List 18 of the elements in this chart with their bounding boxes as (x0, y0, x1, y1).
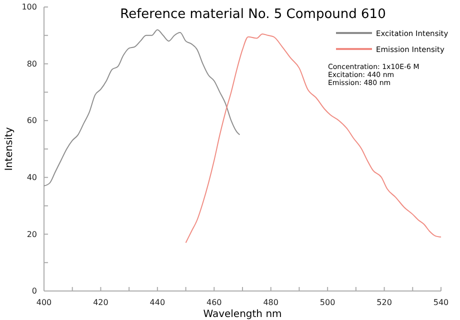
x-tick-label: 500 (320, 298, 336, 308)
y-axis-title: Intensity (4, 127, 15, 171)
y-tick-label: 0 (32, 286, 37, 296)
y-tick-label: 40 (26, 172, 37, 182)
x-axis-title: Wavelength nm (203, 309, 282, 320)
x-tick-label: 440 (150, 298, 166, 308)
x-tick-label: 480 (263, 298, 278, 308)
y-tick-label: 60 (26, 116, 37, 126)
line-series (44, 29, 240, 186)
x-tick-label: 520 (376, 298, 392, 308)
x-tick-label: 420 (93, 298, 108, 308)
y-tick-label: 20 (26, 230, 37, 239)
chart-title: Reference material No. 5 Compound 610 (120, 7, 386, 22)
y-tick-label: 80 (26, 59, 37, 68)
x-tick-label: 540 (433, 298, 449, 308)
x-tick-label: 400 (36, 298, 52, 308)
y-tick-label: 100 (22, 2, 37, 12)
x-tick-label: 460 (206, 298, 222, 308)
